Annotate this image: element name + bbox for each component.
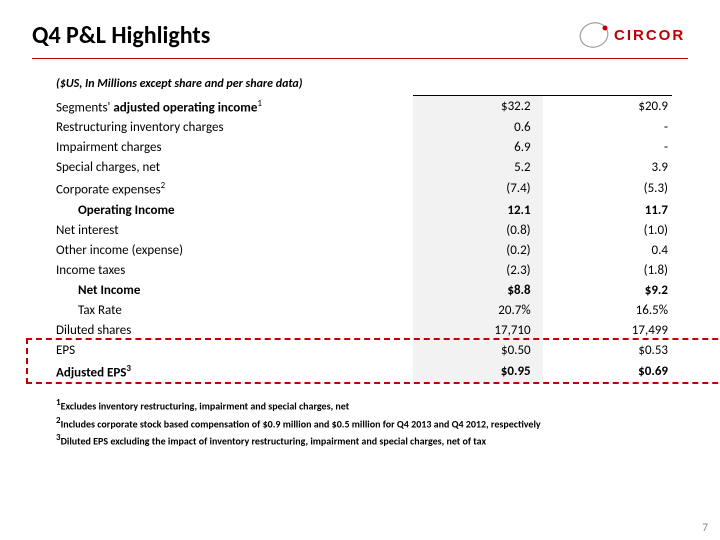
row-value-prior: 3.9 <box>543 158 672 178</box>
row-label: Diluted shares <box>56 320 413 340</box>
row-value-prior: (1.0) <box>543 220 672 240</box>
page-title: Q4 P&L Highlights <box>32 21 210 50</box>
slide-header: Q4 P&L Highlights CIRCOR <box>0 0 720 58</box>
row-label: EPS <box>56 340 413 360</box>
footnote: 3Diluted EPS excluding the impact of inv… <box>56 431 672 448</box>
table-row: Diluted shares17,71017,499 <box>56 320 672 340</box>
row-value-prior: $0.69 <box>543 360 672 382</box>
row-value-current: 6.9 <box>413 138 542 158</box>
pl-table-container: Segments' adjusted operating income1$32.… <box>0 95 720 382</box>
row-label: Other income (expense) <box>56 240 413 260</box>
row-label: Net interest <box>56 220 413 240</box>
row-value-prior: - <box>543 138 672 158</box>
footnote: 2Includes corporate stock based compensa… <box>56 414 672 431</box>
table-row: EPS$0.50$0.53 <box>56 340 672 360</box>
table-row: Other income (expense)(0.2)0.4 <box>56 240 672 260</box>
subtitle: ($US, In Millions except share and per s… <box>0 59 720 95</box>
row-value-current: 5.2 <box>413 158 542 178</box>
row-label: Tax Rate <box>56 300 413 320</box>
row-value-current: $32.2 <box>413 96 542 118</box>
svg-text:CIRCOR: CIRCOR <box>614 27 685 44</box>
row-value-current: (0.2) <box>413 240 542 260</box>
row-value-current: $0.95 <box>413 360 542 382</box>
table-row: Net interest(0.8)(1.0) <box>56 220 672 240</box>
row-value-current: (0.8) <box>413 220 542 240</box>
row-label: Adjusted EPS3 <box>56 360 413 382</box>
row-value-current: (2.3) <box>413 260 542 280</box>
row-value-current: 0.6 <box>413 118 542 138</box>
row-value-prior: 16.5% <box>543 300 672 320</box>
row-value-current: (7.4) <box>413 178 542 200</box>
row-value-prior: (1.8) <box>543 260 672 280</box>
table-row: Adjusted EPS3$0.95$0.69 <box>56 360 672 382</box>
circor-logo: CIRCOR <box>578 18 688 52</box>
table-row: Segments' adjusted operating income1$32.… <box>56 96 672 118</box>
row-label: Segments' adjusted operating income1 <box>56 96 413 118</box>
row-label: Restructuring inventory charges <box>56 118 413 138</box>
row-value-prior: $9.2 <box>543 280 672 300</box>
row-value-current: 12.1 <box>413 200 542 220</box>
row-label: Income taxes <box>56 260 413 280</box>
page-number: 7 <box>702 521 708 534</box>
footnote: 1Excludes inventory restructuring, impai… <box>56 396 672 413</box>
row-value-prior: 11.7 <box>543 200 672 220</box>
row-value-prior: $20.9 <box>543 96 672 118</box>
row-label: Impairment charges <box>56 138 413 158</box>
row-value-prior: 17,499 <box>543 320 672 340</box>
table-row: Restructuring inventory charges0.6- <box>56 118 672 138</box>
row-value-prior: - <box>543 118 672 138</box>
row-value-prior: (5.3) <box>543 178 672 200</box>
pl-table: Segments' adjusted operating income1$32.… <box>56 95 672 382</box>
table-row: Net Income$8.8$9.2 <box>56 280 672 300</box>
table-row: Operating Income12.111.7 <box>56 200 672 220</box>
table-row: Impairment charges6.9- <box>56 138 672 158</box>
row-label: Operating Income <box>56 200 413 220</box>
table-row: Income taxes(2.3)(1.8) <box>56 260 672 280</box>
footnotes: 1Excludes inventory restructuring, impai… <box>0 382 720 448</box>
table-row: Corporate expenses2(7.4)(5.3) <box>56 178 672 200</box>
row-label: Net Income <box>56 280 413 300</box>
row-value-current: $0.50 <box>413 340 542 360</box>
row-value-current: $8.8 <box>413 280 542 300</box>
row-label: Corporate expenses2 <box>56 178 413 200</box>
row-label: Special charges, net <box>56 158 413 178</box>
row-value-current: 17,710 <box>413 320 542 340</box>
table-row: Special charges, net5.23.9 <box>56 158 672 178</box>
row-value-current: 20.7% <box>413 300 542 320</box>
table-row: Tax Rate20.7%16.5% <box>56 300 672 320</box>
row-value-prior: $0.53 <box>543 340 672 360</box>
row-value-prior: 0.4 <box>543 240 672 260</box>
